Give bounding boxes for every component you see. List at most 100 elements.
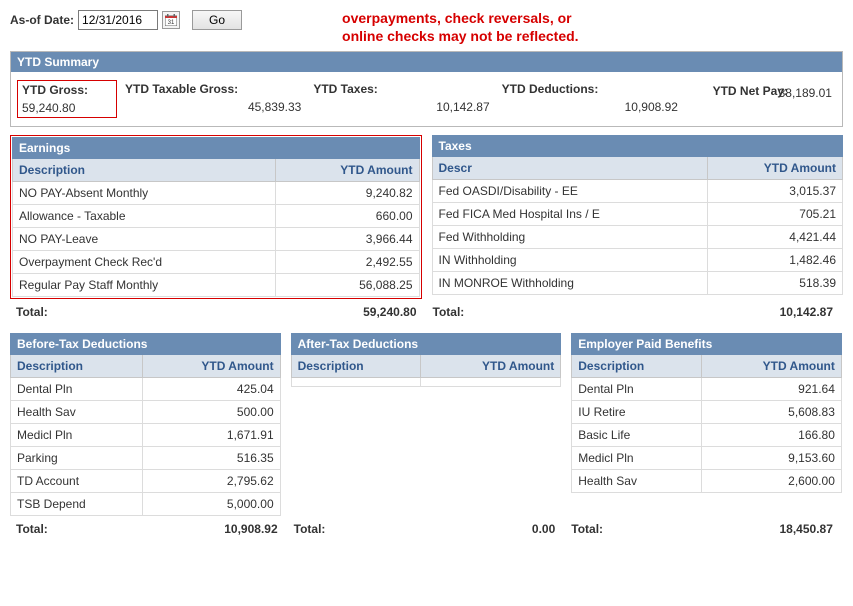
after-tax-table: After-Tax Deductions Description YTD Amo…	[291, 333, 562, 387]
employer-amt: 921.64	[701, 378, 841, 401]
ytd-gross-label: YTD Gross:	[22, 83, 88, 97]
before-tax-desc: Medicl Pln	[11, 424, 143, 447]
earnings-col-amt: YTD Amount	[275, 159, 419, 182]
table-row: IN Withholding 1,482.46	[432, 249, 843, 272]
employer-title: Employer Paid Benefits	[572, 334, 842, 355]
employer-total-label: Total:	[565, 522, 603, 536]
earnings-total-value: 59,240.80	[363, 305, 426, 319]
calendar-icon[interactable]: 31	[162, 11, 180, 29]
before-tax-title: Before-Tax Deductions	[11, 334, 281, 355]
taxes-col-amt: YTD Amount	[708, 157, 843, 180]
employer-amt: 166.80	[701, 424, 841, 447]
earnings-desc: Regular Pay Staff Monthly	[13, 274, 276, 297]
before-tax-col-amt: YTD Amount	[142, 355, 280, 378]
before-tax-table: Before-Tax Deductions Description YTD Am…	[10, 333, 281, 516]
warning-text: overpayments, check reversals, or online…	[342, 10, 579, 45]
after-tax-total-cell: Total: 0.00	[288, 522, 566, 536]
taxes-desc: Fed FICA Med Hospital Ins / E	[432, 203, 708, 226]
earnings-amt: 2,492.55	[275, 251, 419, 274]
taxes-table: Taxes Descr YTD Amount Fed OASDI/Disabil…	[432, 135, 844, 295]
before-tax-body: Dental Pln 425.04 Health Sav 500.00 Medi…	[11, 378, 281, 516]
taxes-amt: 4,421.44	[708, 226, 843, 249]
table-row: NO PAY-Absent Monthly 9,240.82	[13, 182, 420, 205]
employer-col-amt: YTD Amount	[701, 355, 841, 378]
taxes-total-value: 10,142.87	[780, 305, 843, 319]
before-tax-amt: 516.35	[142, 447, 280, 470]
earnings-table: Earnings Description YTD Amount NO PAY-A…	[12, 137, 420, 297]
ytd-deductions-cell: YTD Deductions: 10,908.92	[498, 80, 682, 116]
warning-line-1: overpayments, check reversals, or	[342, 10, 579, 28]
top-bar: As-of Date: 31 Go overpayments, check re…	[10, 10, 843, 45]
employer-wrap: Employer Paid Benefits Description YTD A…	[571, 333, 842, 493]
svg-text:31: 31	[168, 20, 175, 26]
earnings-desc: NO PAY-Absent Monthly	[13, 182, 276, 205]
taxes-desc: Fed OASDI/Disability - EE	[432, 180, 708, 203]
table-row: TD Account 2,795.62	[11, 470, 281, 493]
before-tax-amt: 2,795.62	[142, 470, 280, 493]
after-tax-col-amt: YTD Amount	[421, 355, 561, 378]
earnings-amt: 3,966.44	[275, 228, 419, 251]
table-row: IN MONROE Withholding 518.39	[432, 272, 843, 295]
table-row: IU Retire 5,608.83	[572, 401, 842, 424]
employer-desc: IU Retire	[572, 401, 702, 424]
table-row: Allowance - Taxable 660.00	[13, 205, 420, 228]
after-tax-total-value: 0.00	[532, 522, 565, 536]
ytd-netpay-cell: YTD Net Pay: 38,189.01	[686, 80, 836, 102]
earnings-col-desc: Description	[13, 159, 276, 182]
before-tax-desc: Health Sav	[11, 401, 143, 424]
earnings-desc: Overpayment Check Rec'd	[13, 251, 276, 274]
employer-body: Dental Pln 921.64 IU Retire 5,608.83 Bas…	[572, 378, 842, 493]
earnings-desc: Allowance - Taxable	[13, 205, 276, 228]
employer-total-value: 18,450.87	[779, 522, 842, 536]
ytd-taxes-cell: YTD Taxes: 10,142.87	[309, 80, 493, 116]
ytd-gross-cell: YTD Gross: 59,240.80	[17, 80, 117, 118]
table-row: Dental Pln 425.04	[11, 378, 281, 401]
ytd-gross-value: 59,240.80	[22, 101, 75, 115]
table-row: Overpayment Check Rec'd 2,492.55	[13, 251, 420, 274]
table-row: Fed Withholding 4,421.44	[432, 226, 843, 249]
earnings-total-cell: Total: 59,240.80	[10, 305, 427, 319]
ytd-taxable-label: YTD Taxable Gross:	[125, 82, 238, 96]
ytd-netpay-label: YTD Net Pay:	[713, 84, 773, 98]
taxes-desc: IN Withholding	[432, 249, 708, 272]
taxes-amt: 3,015.37	[708, 180, 843, 203]
taxes-amt: 518.39	[708, 272, 843, 295]
before-tax-desc: Parking	[11, 447, 143, 470]
taxes-total-label: Total:	[427, 305, 465, 319]
table-row: Basic Life 166.80	[572, 424, 842, 447]
before-tax-amt: 500.00	[142, 401, 280, 424]
taxes-amt: 1,482.46	[708, 249, 843, 272]
before-tax-desc: TD Account	[11, 470, 143, 493]
ytd-summary-title: YTD Summary	[11, 52, 842, 72]
go-button[interactable]: Go	[192, 10, 242, 30]
ytd-taxes-label: YTD Taxes:	[313, 82, 377, 96]
employer-col-desc: Description	[572, 355, 702, 378]
earnings-body: NO PAY-Absent Monthly 9,240.82 Allowance…	[13, 182, 420, 297]
before-tax-amt: 5,000.00	[142, 493, 280, 516]
employer-desc: Health Sav	[572, 470, 702, 493]
taxes-body: Fed OASDI/Disability - EE 3,015.37 Fed F…	[432, 180, 843, 295]
ytd-taxable-value: 45,839.33	[248, 100, 301, 114]
taxes-desc: IN MONROE Withholding	[432, 272, 708, 295]
table-row: Medicl Pln 9,153.60	[572, 447, 842, 470]
after-tax-col-desc: Description	[291, 355, 421, 378]
earnings-amt: 660.00	[275, 205, 419, 228]
table-row: NO PAY-Leave 3,966.44	[13, 228, 420, 251]
earnings-total-label: Total:	[10, 305, 48, 319]
before-tax-total-cell: Total: 10,908.92	[10, 522, 288, 536]
earnings-taxes-row: Earnings Description YTD Amount NO PAY-A…	[10, 135, 843, 299]
table-row: Parking 516.35	[11, 447, 281, 470]
table-row	[291, 378, 561, 387]
deductions-totals: Total: 10,908.92 Total: 0.00 Total: 18,4…	[10, 522, 843, 536]
warning-line-2: online checks may not be reflected.	[342, 28, 579, 46]
earnings-table-wrap: Earnings Description YTD Amount NO PAY-A…	[10, 135, 422, 299]
asof-group: As-of Date: 31 Go	[10, 10, 242, 30]
table-row: Health Sav 2,600.00	[572, 470, 842, 493]
asof-date-input[interactable]	[78, 10, 158, 30]
taxes-desc: Fed Withholding	[432, 226, 708, 249]
ytd-taxes-value: 10,142.87	[436, 100, 489, 114]
before-tax-desc: Dental Pln	[11, 378, 143, 401]
after-tax-desc	[291, 378, 421, 387]
employer-amt: 9,153.60	[701, 447, 841, 470]
before-tax-total-label: Total:	[10, 522, 48, 536]
